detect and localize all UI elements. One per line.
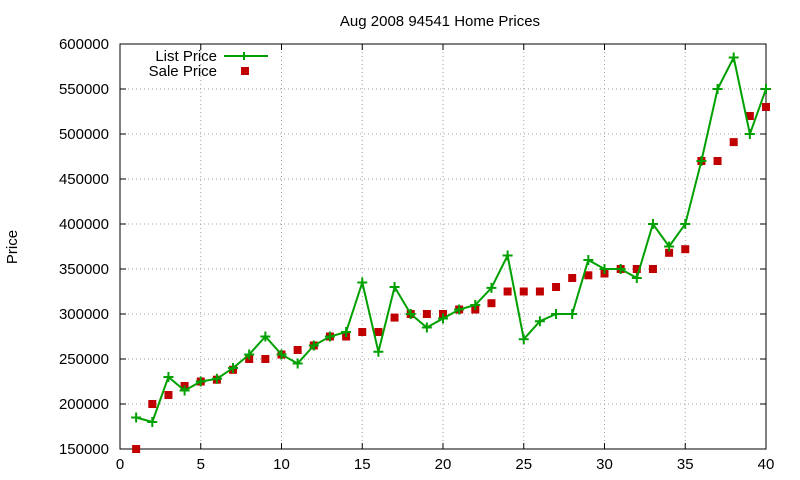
sale-price-point [745,112,754,120]
sale-price-point [503,287,512,296]
list-price-point [486,282,497,293]
y-tick-label: 500000 [59,126,109,143]
list-price-point [373,346,384,357]
list-price-point [664,241,675,252]
list-price-point [357,277,368,288]
sale-price-point [568,274,577,282]
sale-price-point [632,265,641,273]
list-price-point [583,255,594,265]
sale-price-point [164,391,173,399]
list-price-point [631,273,642,283]
x-tick-label: 40 [758,456,775,473]
list-price-point [744,129,755,139]
x-tick-label: 35 [677,456,694,473]
list-price-point [647,219,658,229]
list-price-point [131,412,142,423]
list-price-point [470,300,481,310]
list-price-point [308,340,319,351]
list-price-point [728,52,739,63]
y-tick-label: 400000 [59,216,109,233]
list-price-point [341,327,352,337]
sale-price-point [648,265,657,273]
sale-price-point [665,248,674,257]
y-tick-label: 350000 [59,261,109,278]
sale-price-point [487,299,496,308]
list-price-point [599,264,610,274]
list-price-point [454,304,465,315]
sale-price-point [261,355,270,363]
list-price-point [195,376,206,387]
sale-price-point [519,287,528,296]
x-tick-label: 20 [435,456,452,473]
list-price-point [147,417,158,427]
list-price-point [260,331,271,342]
list-price-point [405,309,416,319]
sale-price-point [132,445,141,453]
list-price-point [211,373,222,384]
list-price-point [324,331,335,342]
sale-price-point [729,138,738,147]
y-tick-label: 600000 [59,36,109,53]
list-price-point [421,322,432,333]
legend-marker-sale-price [241,67,249,75]
list-price-point [244,349,255,360]
list-price-point [292,358,303,369]
list-price-point [567,309,578,319]
legend-label-sale-price: Sale Price [149,63,217,80]
list-price-point [438,313,448,324]
chart-title: Aug 2008 94541 Home Prices [340,13,540,30]
list-price-point [680,219,691,229]
list-price-point [534,316,545,327]
list-price-point [163,372,174,382]
list-price-point [696,156,707,166]
sale-price-point [584,271,593,280]
list-price-point [179,385,190,396]
list-price-point [615,264,626,274]
sale-price-point [390,313,399,322]
x-tick-label: 0 [116,456,124,473]
y-axis-label: Price [4,230,21,264]
list-price-line [135,54,767,424]
legend: List Price Sale Price [149,48,268,80]
sale-price-point [293,346,302,354]
sale-price-point [762,103,770,111]
x-tick-label: 15 [354,456,371,473]
sale-price-point [713,157,722,165]
series-layer [131,52,771,453]
y-tick-label: 550000 [59,81,109,98]
y-tick-label: 300000 [59,306,109,323]
x-tick-label: 5 [197,456,205,473]
y-tick-label: 250000 [59,351,109,368]
axis-ticks: 0 5 10 15 20 25 30 35 40 150000 200000 250000 300000… [59,36,774,473]
list-price-point [551,309,562,319]
y-tick-label: 200000 [59,396,109,413]
sale-price-point [422,310,431,318]
list-price-point [228,363,239,373]
sale-price-point [552,283,561,291]
list-price-point [518,334,529,345]
y-tick-label: 450000 [59,171,109,188]
list-price-point [276,349,287,360]
sale-price-point [148,400,157,408]
sale-price-point [535,287,544,296]
list-price-point [761,84,771,94]
x-tick-label: 10 [273,456,290,473]
sale-price-point [374,328,383,336]
list-price-point [502,250,513,261]
x-tick-label: 25 [515,456,532,473]
list-price-point [712,84,723,94]
x-tick-label: 30 [596,456,613,473]
sale-price-point [358,328,367,336]
y-tick-label: 150000 [59,441,109,458]
list-price-point [389,282,400,292]
legend-label-list-price: List Price [155,48,217,65]
legend-marker-list-price [240,52,248,60]
sale-price-point [681,245,690,254]
